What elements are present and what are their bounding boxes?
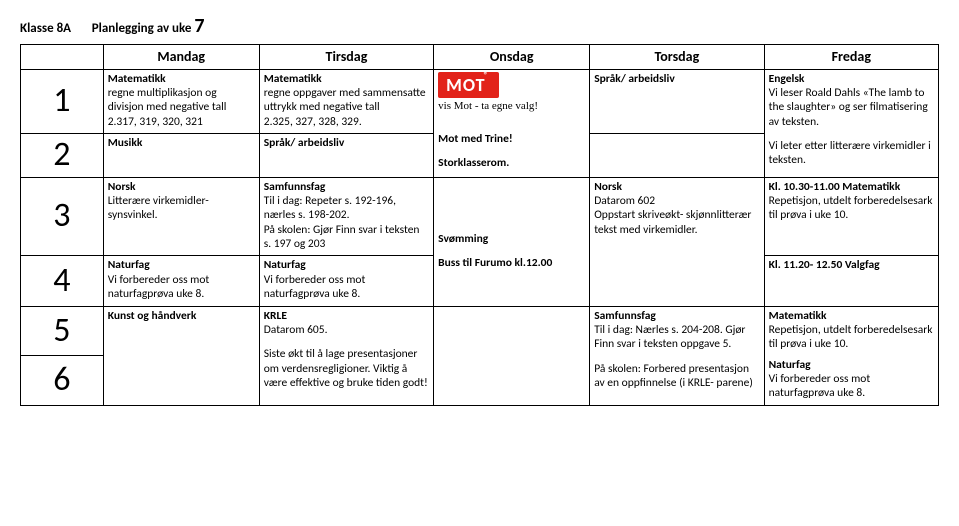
page-header: Klasse 8A Planlegging av uke 7 xyxy=(20,14,939,38)
period-number: 4 xyxy=(21,256,104,306)
cell-text: Vi leser Roald Dahls «The lamb to the sl… xyxy=(769,86,934,129)
cell-thu-5-6: Samfunnsfag Til i dag: Nærles s. 204-208… xyxy=(590,306,764,405)
subject-label: KRLE xyxy=(264,309,429,323)
cell-text: 2.325, 327, 328, 329. xyxy=(264,115,429,129)
cell-mon-4: Naturfag Vi forbereder oss mot naturfagp… xyxy=(103,256,259,306)
period-number: 5 xyxy=(21,306,104,356)
period-number: 3 xyxy=(21,177,104,256)
header-tue: Tirsdag xyxy=(259,45,433,70)
cell-text: Vi forbereder oss mot naturfagprøva uke … xyxy=(769,372,934,401)
cell-text: Repetisjon, utdelt forberedelsesark til … xyxy=(769,323,934,352)
storklasserom: Storklasserom. xyxy=(438,156,585,170)
cell-thu-2 xyxy=(590,134,764,178)
cell-text: Buss til Furumo kl.12.00 xyxy=(438,256,585,270)
class-label: Klasse 8A xyxy=(20,21,71,36)
subject-label: Kl. 10.30-11.00 Matematikk xyxy=(769,180,934,194)
cell-text: Vi forbereder oss mot naturfagprøva uke … xyxy=(264,273,429,302)
cell-fri-1-2: Engelsk Vi leser Roald Dahls «The lamb t… xyxy=(764,69,938,177)
header-wed: Onsdag xyxy=(434,45,590,70)
table-row: 5 Kunst og håndverk KRLE Datarom 605. Si… xyxy=(21,306,939,356)
cell-fri-5-6: Matematikk Repetisjon, utdelt forberedel… xyxy=(764,306,938,405)
cell-text: Litterære virkemidler- synsvinkel. xyxy=(108,194,255,223)
cell-text: 2.317, 319, 320, 321 xyxy=(108,115,255,129)
plan-label: Planlegging av uke 7 xyxy=(92,21,205,36)
plan-label-text: Planlegging av uke xyxy=(92,21,192,36)
mot-med-trine: Mot med Trine! xyxy=(438,132,585,146)
cell-text: Til i dag: Nærles s. 204-208. Gjør Finn … xyxy=(594,323,759,352)
cell-tue-5-6: KRLE Datarom 605. Siste økt til å lage p… xyxy=(259,306,433,405)
subject-label: Naturfag xyxy=(264,258,429,272)
cell-text: Til i dag: Repeter s. 192-196, nærles s.… xyxy=(264,194,429,223)
cell-text: Repetisjon, utdelt forberedelsesark til … xyxy=(769,194,934,223)
header-blank xyxy=(21,45,104,70)
subject-label: Musikk xyxy=(108,136,255,150)
cell-text: Vi forbereder oss mot naturfagprøva uke … xyxy=(108,273,255,302)
subject-label: Kunst og håndverk xyxy=(108,309,255,323)
header-fri: Fredag xyxy=(764,45,938,70)
cell-mon-3: Norsk Litterære virkemidler- synsvinkel. xyxy=(103,177,259,256)
cell-text: På skolen: Gjør Finn svar i teksten s. 1… xyxy=(264,223,429,252)
cell-wed-5-6 xyxy=(434,306,590,405)
subject-label: Matematikk xyxy=(769,309,934,323)
subject-label: Naturfag xyxy=(769,358,934,372)
subject-label: Naturfag xyxy=(108,258,255,272)
cell-text: Datarom 602 xyxy=(594,194,759,208)
subject-label: Norsk xyxy=(108,180,255,194)
cell-fri-4: Kl. 11.20- 12.50 Valgfag xyxy=(764,256,938,306)
period-number: 1 xyxy=(21,69,104,134)
subject-label: Svømming xyxy=(438,232,585,246)
week-plan-table: Mandag Tirsdag Onsdag Torsdag Fredag 1 M… xyxy=(20,44,939,406)
cell-fri-3: Kl. 10.30-11.00 Matematikk Repetisjon, u… xyxy=(764,177,938,256)
subject-label: Språk/ arbeidsliv xyxy=(594,72,759,86)
cell-wed-3-4: Svømming Buss til Furumo kl.12.00 xyxy=(434,177,590,306)
table-row: 1 Matematikk regne multiplikasjon og div… xyxy=(21,69,939,134)
cell-mon-5-6: Kunst og håndverk xyxy=(103,306,259,405)
period-number: 2 xyxy=(21,134,104,178)
mot-logo: MOT® xyxy=(438,72,585,99)
cell-tue-1: Matematikk regne oppgaver med sammensatt… xyxy=(259,69,433,134)
cell-wed-1-2: MOT® vis Mot - ta egne valg! Mot med Tri… xyxy=(434,69,590,177)
week-number: 7 xyxy=(194,14,204,38)
table-header-row: Mandag Tirsdag Onsdag Torsdag Fredag xyxy=(21,45,939,70)
cell-tue-2: Språk/ arbeidsliv xyxy=(259,134,433,178)
cell-tue-4: Naturfag Vi forbereder oss mot naturfagp… xyxy=(259,256,433,306)
subject-label: Norsk xyxy=(594,180,759,194)
cell-mon-2: Musikk xyxy=(103,134,259,178)
period-number: 6 xyxy=(21,356,104,406)
cell-thu-1: Språk/ arbeidsliv xyxy=(590,69,764,134)
subject-label: Engelsk xyxy=(769,72,934,86)
header-thu: Torsdag xyxy=(590,45,764,70)
subject-label: Matematikk xyxy=(264,72,429,86)
cell-text: regne multiplikasjon og divisjon med neg… xyxy=(108,86,255,115)
cell-text: Oppstart skriveøkt- skjønnlitterær tekst… xyxy=(594,208,759,237)
cell-text: Datarom 605. xyxy=(264,323,429,337)
cell-thu-3-4: Norsk Datarom 602 Oppstart skriveøkt- sk… xyxy=(590,177,764,306)
subject-label: Språk/ arbeidsliv xyxy=(264,136,429,150)
subject-label: Matematikk xyxy=(108,72,255,86)
cell-text: regne oppgaver med sammensatte uttrykk m… xyxy=(264,86,429,115)
subject-label: Kl. 11.20- 12.50 Valgfag xyxy=(769,258,934,272)
mot-slogan: vis Mot - ta egne valg! xyxy=(438,100,585,114)
mot-logo-text: MOT xyxy=(446,74,485,96)
table-row: 3 Norsk Litterære virkemidler- synsvinke… xyxy=(21,177,939,256)
cell-text: På skolen: Forbered presentasjon av en o… xyxy=(594,362,759,391)
cell-tue-3: Samfunnsfag Til i dag: Repeter s. 192-19… xyxy=(259,177,433,256)
subject-label: Samfunnsfag xyxy=(264,180,429,194)
cell-mon-1: Matematikk regne multiplikasjon og divis… xyxy=(103,69,259,134)
cell-text: Siste økt til å lage presentasjoner om v… xyxy=(264,347,429,390)
subject-label: Samfunnsfag xyxy=(594,309,759,323)
cell-text: Vi leter etter litterære virkemidler i t… xyxy=(769,139,934,168)
header-mon: Mandag xyxy=(103,45,259,70)
